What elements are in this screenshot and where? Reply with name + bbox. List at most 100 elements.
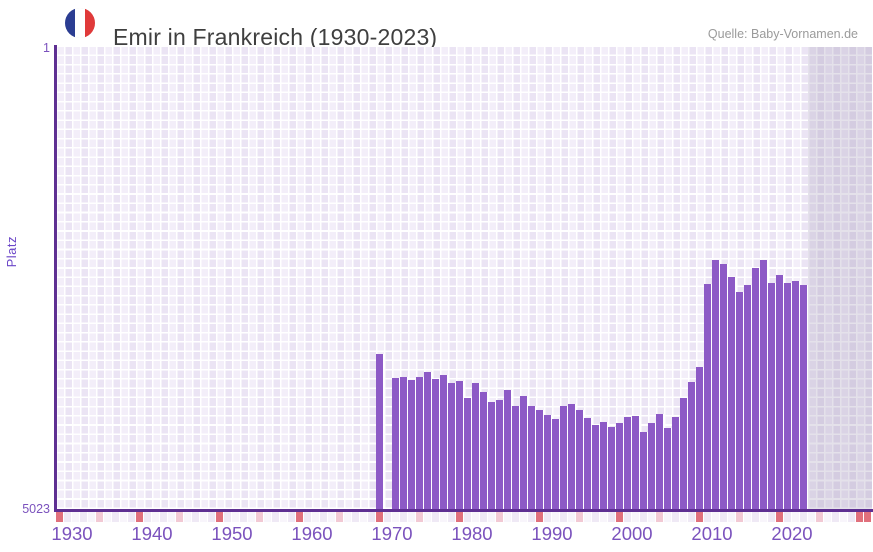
bar-2013[interactable] <box>736 291 744 509</box>
strip-cell <box>536 512 544 522</box>
flag-blue-stripe <box>65 8 75 38</box>
bar-2011[interactable] <box>720 264 728 509</box>
strip-cell <box>176 512 184 522</box>
strip-cell <box>648 512 656 522</box>
strip-cell <box>776 512 784 522</box>
bar-1975[interactable] <box>432 379 440 509</box>
strip-cell <box>368 512 376 522</box>
strip-cell <box>504 512 512 522</box>
france-flag-icon <box>65 8 95 38</box>
bar-1970[interactable] <box>392 378 400 509</box>
strip-cell <box>672 512 680 522</box>
bar-2010[interactable] <box>712 260 720 509</box>
bar-2006[interactable] <box>680 398 688 509</box>
bar-2014[interactable] <box>744 285 752 509</box>
y-tick-label-min: 1 <box>43 41 50 55</box>
bar-1990[interactable] <box>552 418 560 509</box>
bar-1992[interactable] <box>568 403 576 509</box>
strip-cell <box>64 512 72 522</box>
strip-cell <box>464 512 472 522</box>
bar-1999[interactable] <box>624 416 632 509</box>
bar-1995[interactable] <box>591 425 600 509</box>
bar-2007[interactable] <box>688 381 696 509</box>
strip-cell <box>344 512 352 522</box>
x-tick-label-1950: 1950 <box>211 523 253 544</box>
source-credit: Quelle: Baby-Vornamen.de <box>707 27 858 41</box>
bar-1981[interactable] <box>480 391 488 509</box>
strip-cell <box>752 512 760 522</box>
x-tick-label-1990: 1990 <box>531 523 573 544</box>
bar-1997[interactable] <box>608 426 616 509</box>
bar-2009[interactable] <box>704 284 712 509</box>
strip-cell <box>784 512 792 522</box>
strip-cell <box>416 512 424 522</box>
bar-2004[interactable] <box>664 427 672 509</box>
bar-1984[interactable] <box>504 390 512 509</box>
bar-2000[interactable] <box>632 415 640 509</box>
bar-1976[interactable] <box>440 375 448 509</box>
strip-cell <box>744 512 752 522</box>
x-tick-label-1930: 1930 <box>51 523 93 544</box>
bar-2003[interactable] <box>656 413 664 509</box>
bar-1973[interactable] <box>416 377 424 509</box>
bar-2002[interactable] <box>648 423 656 509</box>
bar-1989[interactable] <box>544 414 552 509</box>
bar-2001[interactable] <box>640 432 648 509</box>
bar-1974[interactable] <box>424 371 432 509</box>
strip-cell <box>88 512 96 522</box>
bar-2019[interactable] <box>784 283 792 509</box>
bar-1994[interactable] <box>583 417 592 509</box>
bar-1968[interactable] <box>376 354 384 509</box>
bar-1980[interactable] <box>472 382 480 509</box>
bar-1971[interactable] <box>400 377 408 509</box>
bar-1987[interactable] <box>528 405 536 509</box>
strip-cell <box>656 512 664 522</box>
strip-cell <box>840 512 848 522</box>
strip-cell <box>296 512 304 522</box>
strip-cell <box>616 512 624 522</box>
bar-2017[interactable] <box>768 283 776 509</box>
strip-cell <box>408 512 416 522</box>
strip-cell <box>584 512 592 522</box>
bar-2018[interactable] <box>776 275 784 509</box>
bar-1978[interactable] <box>456 380 464 509</box>
bar-1972[interactable] <box>408 379 416 509</box>
bar-2008[interactable] <box>696 367 704 509</box>
strip-cell <box>736 512 744 522</box>
strip-cell <box>608 512 616 522</box>
strip-cell <box>424 512 432 522</box>
bar-2015[interactable] <box>752 267 760 509</box>
strip-cell <box>264 512 272 522</box>
bar-1998[interactable] <box>616 423 624 509</box>
bar-2012[interactable] <box>728 276 736 509</box>
strip-cell <box>680 512 688 522</box>
strip-cell <box>288 512 296 522</box>
strip-cell <box>592 512 600 522</box>
bar-1993[interactable] <box>576 410 584 509</box>
strip-cell <box>448 512 456 522</box>
strip-cell <box>640 512 648 522</box>
bar-2005[interactable] <box>672 416 680 509</box>
timeline-strip <box>56 512 872 522</box>
bar-1977[interactable] <box>448 382 456 509</box>
chart-title: Emir in Frankreich (1930-2023) <box>113 24 438 51</box>
strip-cell <box>376 512 384 522</box>
strip-cell <box>832 512 840 522</box>
strip-cell <box>136 512 144 522</box>
bar-2020[interactable] <box>792 281 800 509</box>
strip-cell <box>160 512 168 522</box>
bar-1979[interactable] <box>464 398 472 509</box>
bar-1988[interactable] <box>536 410 544 509</box>
bar-1982[interactable] <box>488 402 496 509</box>
strip-cell <box>480 512 488 522</box>
bar-1985[interactable] <box>512 405 520 509</box>
bar-1986[interactable] <box>520 396 528 509</box>
bar-1983[interactable] <box>496 400 504 509</box>
bar-2021[interactable] <box>800 285 808 509</box>
bar-1996[interactable] <box>599 422 608 509</box>
strip-cell <box>152 512 160 522</box>
bar-2016[interactable] <box>760 260 768 509</box>
strip-cell <box>104 512 112 522</box>
x-tick-label-2000: 2000 <box>611 523 653 544</box>
bar-1991[interactable] <box>560 405 568 509</box>
